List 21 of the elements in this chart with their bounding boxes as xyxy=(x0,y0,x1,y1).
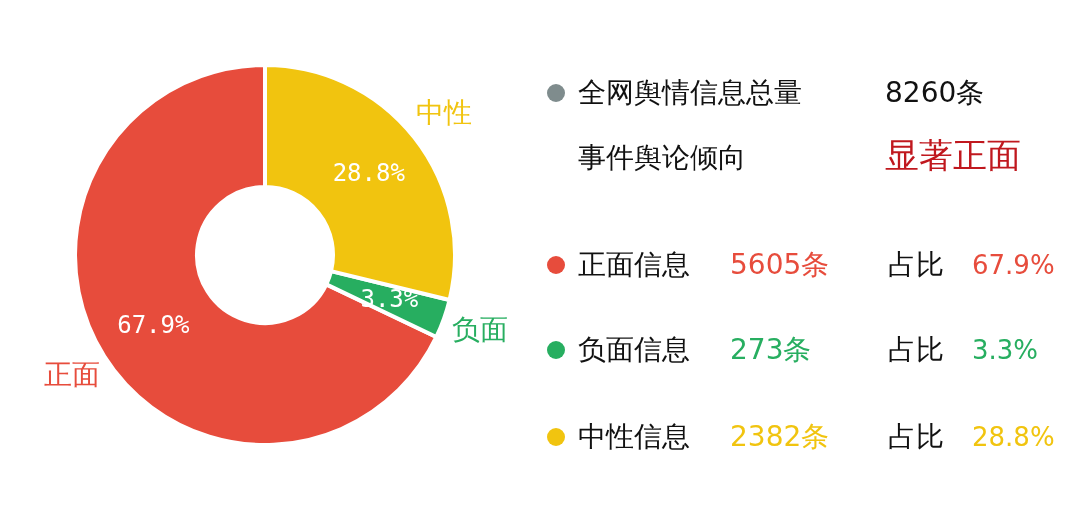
text: 28.8% xyxy=(972,421,1055,454)
text: 占比 xyxy=(888,333,944,367)
text: 2382条 xyxy=(730,420,830,454)
text: 负面信息 xyxy=(578,333,690,367)
text: 占比 xyxy=(888,248,944,282)
text: 5605条 xyxy=(730,248,830,282)
text: 事件舆论倾向 xyxy=(578,141,746,175)
text: 3.3% xyxy=(972,334,1039,367)
slice-label: 中性 xyxy=(416,95,473,129)
text: 8260条 xyxy=(885,76,985,110)
data-label: 28.8% xyxy=(332,159,406,188)
text: 显著正面 xyxy=(885,135,1021,175)
text: 中性信息 xyxy=(578,420,690,454)
text: 占比 xyxy=(888,420,944,454)
text: 273条 xyxy=(730,333,812,367)
text: 67.9% xyxy=(972,249,1055,282)
slice-label: 负面 xyxy=(451,313,508,347)
data-label: 67.9% xyxy=(117,311,190,340)
text: 全网舆情信息总量 xyxy=(578,76,802,110)
text: 正面信息 xyxy=(578,248,690,282)
slice-label: 正面 xyxy=(44,358,101,392)
